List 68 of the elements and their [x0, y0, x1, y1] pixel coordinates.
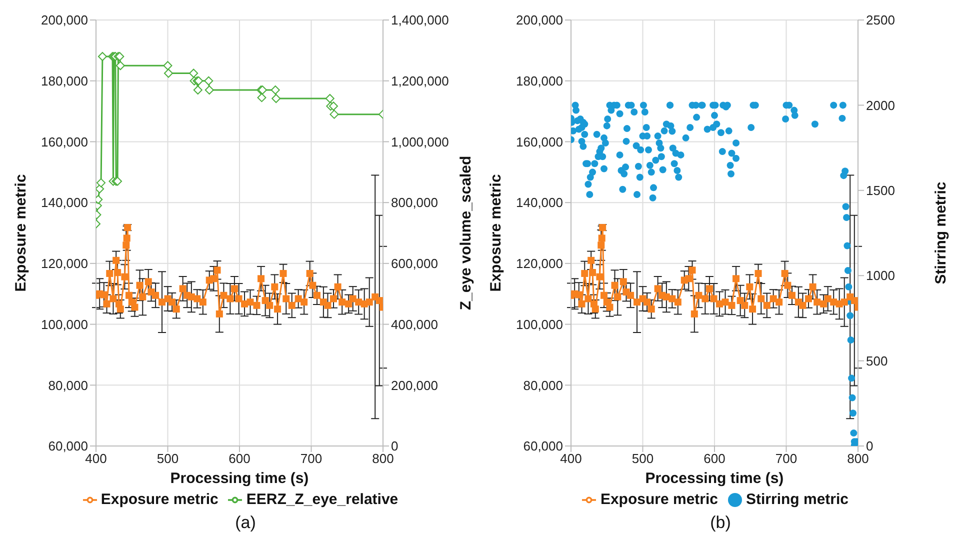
x-tick-label: 500	[632, 451, 654, 466]
point	[328, 102, 338, 111]
point	[270, 85, 280, 94]
point	[98, 52, 107, 62]
point	[330, 110, 339, 119]
y-tick-label: 140,000	[516, 195, 563, 210]
y-tick-label: 120,000	[516, 256, 563, 272]
text: (b)	[710, 513, 731, 533]
y2-tick-label: 600,000	[391, 256, 438, 272]
y2-tick-label: 0	[391, 438, 398, 454]
point	[96, 178, 106, 188]
y2-tick-label: 800,000	[391, 195, 438, 210]
legend-label: EERZ_Z_eye_relative	[246, 491, 398, 508]
y-tick-label: 80,000	[48, 378, 88, 393]
y2-tick-label: 1000	[866, 268, 895, 284]
point	[325, 94, 334, 104]
y2-tick-label: 500	[866, 353, 888, 368]
point	[204, 76, 214, 86]
y2-tick-label: 2500	[866, 12, 895, 28]
point	[164, 68, 173, 78]
y-tick-label: 160,000	[41, 134, 88, 150]
y2-tick-label: 0	[866, 438, 874, 454]
y2-tick-label: 1,200,000	[391, 73, 449, 88]
x-tick-label: 600	[228, 451, 250, 466]
x-axis-title: Processing time (s)	[170, 470, 309, 487]
point	[193, 85, 202, 94]
y-tick-label: 80,000	[523, 378, 563, 393]
y2-tick-label: 1,400,000	[391, 12, 449, 28]
y-tick-label: 200,000	[516, 12, 563, 28]
legend-label: Exposure metric	[100, 491, 218, 508]
x-tick-label: 700	[775, 451, 798, 466]
point	[257, 93, 266, 102]
x-tick-label: 800	[847, 451, 869, 466]
point	[189, 68, 198, 78]
y-tick-label: 200,000	[41, 12, 88, 28]
x-tick-label: 700	[300, 451, 322, 466]
y-tick-label: 100,000	[516, 316, 563, 332]
x-axis-title: Processing time (s)	[645, 470, 784, 487]
y2-tick-label: 400,000	[391, 316, 438, 332]
y-axis-title: Exposure metric	[12, 174, 30, 292]
y-tick-label: 180,000	[516, 73, 563, 88]
legend-label: Exposure metric	[600, 491, 718, 508]
text: (a)	[235, 513, 256, 533]
y-tick-label: 140,000	[41, 195, 88, 210]
y2-axis-title: Z_eye volume_scaled	[457, 156, 474, 310]
y-tick-label: 60,000	[48, 438, 88, 454]
x-tick-label: 500	[156, 451, 179, 466]
y-tick-label: 120,000	[41, 256, 88, 272]
y2-tick-label: 2000	[866, 98, 895, 113]
y2-tick-label: 1500	[866, 183, 895, 198]
x-tick-label: 800	[372, 451, 394, 466]
point	[272, 94, 281, 104]
y-tick-label: 100,000	[41, 316, 88, 332]
point	[204, 85, 214, 94]
y-tick-label: 180,000	[41, 73, 88, 88]
x-tick-label: 600	[704, 451, 726, 466]
x-tick-label: 400	[560, 451, 582, 466]
point	[116, 61, 125, 70]
legend-label: Stirring metric	[746, 491, 849, 508]
point	[163, 61, 172, 70]
x-tick-label: 400	[85, 451, 107, 466]
y-axis-title: Exposure metric	[487, 174, 504, 292]
y2-axis-title: Stirring metric	[932, 182, 950, 284]
y2-tick-label: 200,000	[391, 378, 438, 393]
y2-tick-label: 1,000,000	[391, 134, 449, 150]
point	[96, 184, 104, 194]
y-tick-label: 60,000	[523, 438, 563, 454]
y-tick-label: 160,000	[516, 134, 563, 150]
